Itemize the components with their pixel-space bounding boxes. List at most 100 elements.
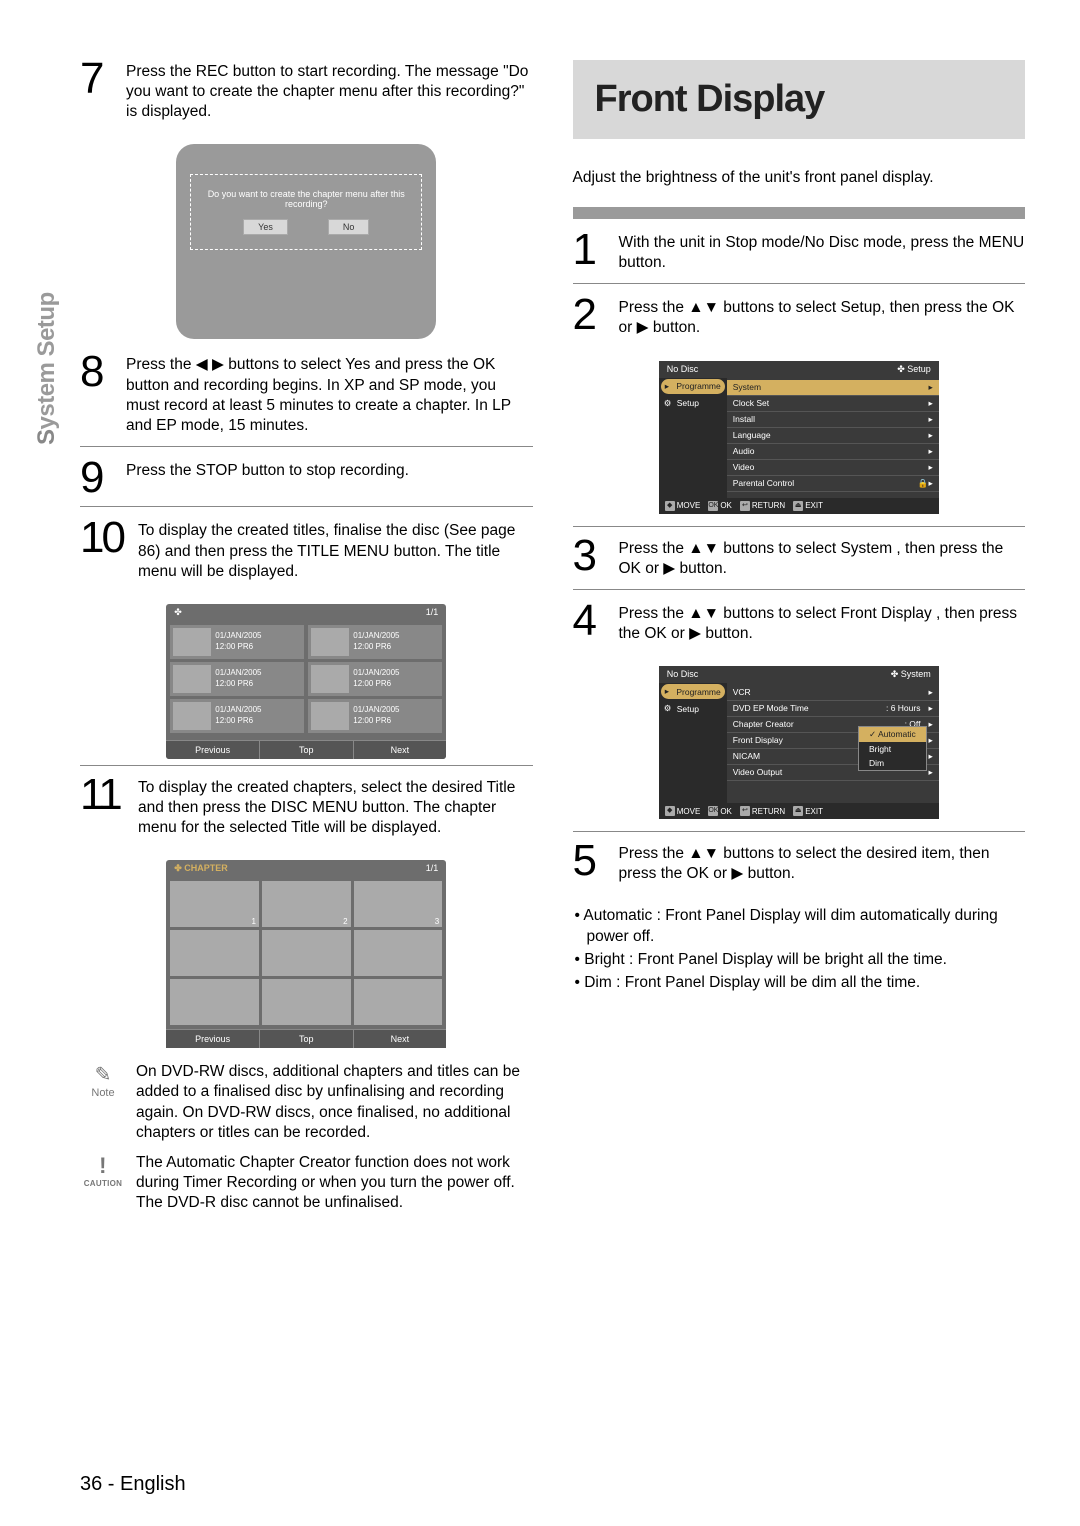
osd-list-item: VCR▸ [727,685,939,701]
chapter-cell [354,930,443,976]
osd-side-item: ▸Programme [661,379,725,394]
title-menu-cell: 01/JAN/200512:00 PR6 [308,699,442,733]
section-title-box: Front Display [573,60,1026,139]
osd-side-item: ⚙Setup [659,700,727,717]
page-number: 36 - English [80,1473,186,1496]
title-menu-screen: ✤1/1 01/JAN/200512:00 PR601/JAN/200512:0… [166,604,446,759]
step-text: Press the ▲▼ buttons to select Setup, th… [619,296,1026,338]
step-number: 5 [573,842,619,884]
bullet-item: • Dim : Front Panel Display will be dim … [573,973,1026,994]
caution-text: The Automatic Chapter Creator function d… [136,1153,533,1213]
note-block: ✎Note On DVD-RW discs, additional chapte… [80,1062,533,1143]
step-number: 10 [80,519,138,581]
caution-block: !CAUTION The Automatic Chapter Creator f… [80,1153,533,1213]
osd-list-item: Install▸ [727,412,939,428]
osd-popup: ✓ AutomaticBrightDim [858,726,927,771]
osd-foot-item: OKOK [708,501,732,511]
step-number: 9 [80,459,126,496]
title-menu-cell: 01/JAN/200512:00 PR6 [308,625,442,659]
prompt-screen: Do you want to create the chapter menu a… [176,144,436,339]
step-text: To display the created chapters, select … [138,776,533,838]
step-number: 8 [80,353,126,436]
osd-list-item: Clock Set▸ [727,396,939,412]
osd-list-item: System▸ [727,380,939,396]
osd-foot-item: ⏏EXIT [793,806,823,816]
no-button: No [328,219,370,235]
osd-list-item: Parental Control🔒▸ [727,476,939,492]
step-number: 4 [573,602,619,644]
accent-bar [573,207,1026,219]
step-text: Press the ▲▼ buttons to select System , … [619,537,1026,579]
step-text: To display the created titles, finalise … [138,519,533,581]
osd-system-screen: No Disc✤ System ▸Programme⚙SetupVCR▸DVD … [659,666,939,819]
osd-foot-item: ⏏EXIT [793,501,823,511]
prompt-message: Do you want to create the chapter menu a… [201,189,411,209]
chapter-cell [170,930,259,976]
chapter-cell: 1 [170,881,259,927]
caution-icon: !CAUTION [80,1153,126,1213]
bullet-item: • Automatic : Front Panel Display will d… [573,906,1026,948]
step-3: 3 Press the ▲▼ buttons to select System … [573,526,1026,590]
osd-setup-screen: No Disc✤ Setup ▸Programme⚙SetupSystem▸Cl… [659,361,939,514]
title-menu-cell: 01/JAN/200512:00 PR6 [170,699,304,733]
step-number: 11 [80,776,138,838]
step-2: 2 Press the ▲▼ buttons to select Setup, … [573,296,1026,348]
step-10: 10 To display the created titles, finali… [80,519,533,591]
step-8: 8 Press the ◀ ▶ buttons to select Yes an… [80,353,533,447]
step-text: Press the ▲▼ buttons to select the desir… [619,842,1026,884]
osd-list-item: DVD EP Mode Time: 6 Hours▸ [727,701,939,717]
right-column: Front Display Adjust the brightness of t… [573,60,1026,1223]
ch-header-right: 1/1 [426,863,439,874]
chapter-cell: 3 [354,881,443,927]
option-bullets: • Automatic : Front Panel Display will d… [573,906,1026,994]
osd-list-item: Audio▸ [727,444,939,460]
step-number: 2 [573,296,619,338]
yes-button: Yes [243,219,288,235]
step-4: 4 Press the ▲▼ buttons to select Front D… [573,602,1026,654]
menu-footer-button: Next [353,1029,447,1048]
note-label: Note [91,1087,114,1099]
step-7: 7 Press the REC button to start recordin… [80,60,533,132]
left-column: 7 Press the REC button to start recordin… [30,60,533,1223]
note-icon: ✎Note [80,1062,126,1143]
step-number: 3 [573,537,619,579]
step-text: Press the ◀ ▶ buttons to select Yes and … [126,353,533,436]
menu-footer-button: Top [259,1029,353,1048]
caution-label: CAUTION [84,1179,123,1188]
menu-footer-button: Next [353,740,447,759]
osd-foot-item: ◆MOVE [665,501,701,511]
note-text: On DVD-RW discs, additional chapters and… [136,1062,533,1143]
section-title: Front Display [595,78,1004,121]
step-number: 7 [80,60,126,122]
osd-foot-item: OKOK [708,806,732,816]
chapter-cell: 2 [262,881,351,927]
title-menu-cell: 01/JAN/200512:00 PR6 [170,662,304,696]
chapter-cell [262,930,351,976]
chapter-cell [354,979,443,1025]
step-5: 5 Press the ▲▼ buttons to select the des… [573,831,1026,894]
tm-header-left: ✤ [174,607,425,618]
title-menu-cell: 01/JAN/200512:00 PR6 [170,625,304,659]
osd-list-item: Language▸ [727,428,939,444]
step-1: 1 With the unit in Stop mode/No Disc mod… [573,231,1026,284]
title-menu-cell: 01/JAN/200512:00 PR6 [308,662,442,696]
menu-footer-button: Previous [166,740,259,759]
intro-text: Adjust the brightness of the unit's fron… [573,169,1026,187]
ch-header-left: ✤ CHAPTER [174,863,425,874]
menu-footer-button: Previous [166,1029,259,1048]
step-text: Press the ▲▼ buttons to select Front Dis… [619,602,1026,644]
step-11: 11 To display the created chapters, sele… [80,765,533,848]
chapter-cell [170,979,259,1025]
tm-header-right: 1/1 [426,607,439,618]
menu-footer-button: Top [259,740,353,759]
step-9: 9 Press the STOP button to stop recordin… [80,459,533,507]
osd-foot-item: ◆MOVE [665,806,701,816]
osd-foot-item: ↩RETURN [740,806,785,816]
step-text: Press the STOP button to stop recording. [126,459,533,496]
step-text: Press the REC button to start recording.… [126,60,533,122]
step-text: With the unit in Stop mode/No Disc mode,… [619,231,1026,273]
osd-list-item: Video▸ [727,460,939,476]
chapter-menu-screen: ✤ CHAPTER1/1 123 PreviousTopNext [166,860,446,1048]
chapter-cell [262,979,351,1025]
osd-side-item: ⚙Setup [659,395,727,412]
